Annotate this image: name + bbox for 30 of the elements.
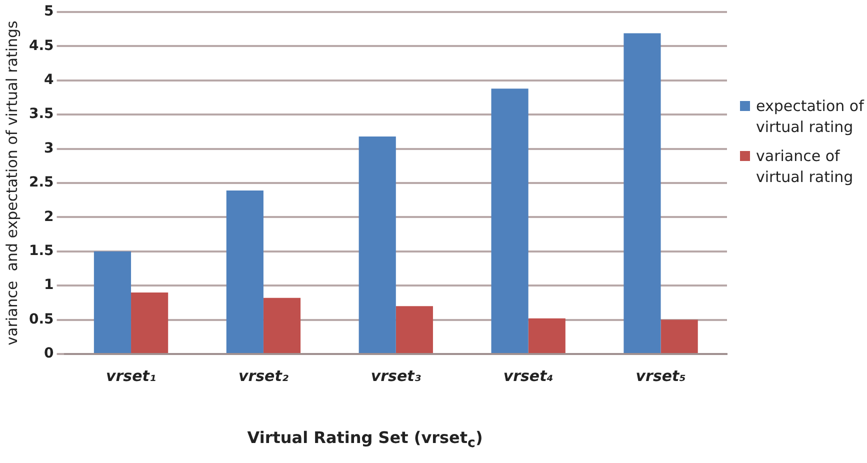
y-axis-title: variance and expectation of virtual ratings [2, 20, 21, 346]
bar [660, 320, 698, 353]
y-tick-label: 1 [44, 277, 54, 294]
bar [94, 251, 132, 353]
y-tick-label: 4 [44, 72, 54, 88]
x-tick-label: vrset₂ [238, 366, 289, 385]
y-tick-label: 0.5 [28, 311, 54, 328]
bar [226, 190, 264, 353]
y-tick-label: 3.5 [28, 106, 54, 122]
y-tick-label: 1.5 [28, 243, 54, 260]
y-tick-label: 3 [44, 140, 54, 156]
x-tick-label: vrset₁ [106, 366, 156, 385]
legend-label: expectation of virtual rating [756, 96, 865, 138]
x-tick-label: vrset₅ [636, 366, 686, 385]
y-tick-label: 5 [44, 4, 54, 20]
y-tick-label: 4.5 [28, 38, 54, 54]
x-tick-label: vrset₄ [503, 366, 554, 385]
legend-label: variance of virtual rating [756, 146, 854, 188]
y-tick-label: 2 [44, 208, 54, 225]
bar [528, 318, 566, 353]
bar [131, 292, 168, 353]
bar [624, 33, 661, 353]
bar [396, 306, 433, 353]
x-axis-title: Virtual Rating Set (vrset$_{c}$) [246, 428, 484, 452]
x-tick-label: vrset₃ [370, 366, 422, 385]
y-tick-label: 0 [44, 346, 54, 362]
y-tick-label: 2.5 [28, 174, 54, 191]
bar [263, 298, 301, 353]
bar [491, 88, 528, 353]
bar [358, 136, 396, 353]
